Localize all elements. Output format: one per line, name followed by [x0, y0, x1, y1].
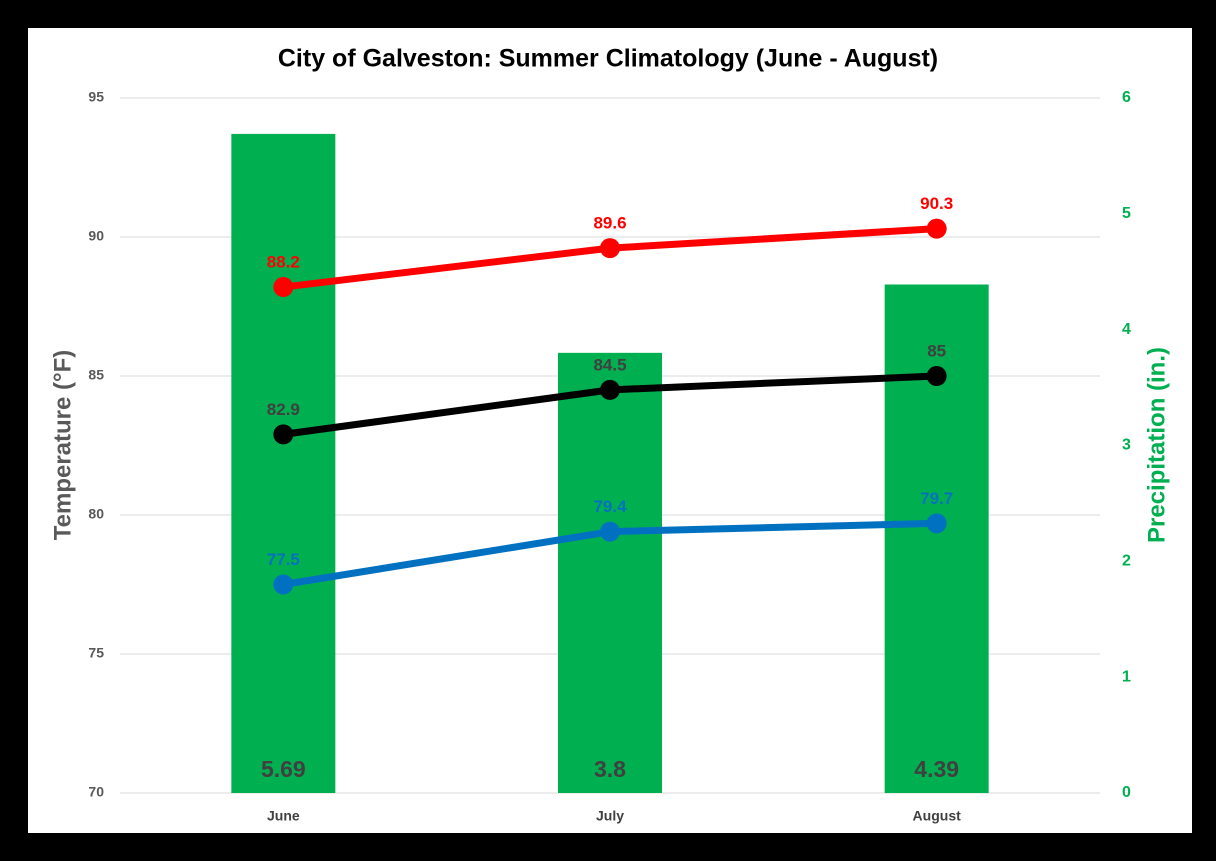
line-marker: [600, 521, 620, 542]
y-tick-label: 90: [88, 228, 104, 244]
line-value-label: 79.4: [593, 497, 627, 516]
bar-value-label: 3.8: [594, 756, 626, 782]
bar-value-label: 5.69: [261, 756, 306, 782]
x-tick-label: August: [913, 808, 962, 824]
y-tick-label: 80: [88, 506, 104, 522]
y2-tick-label: 5: [1122, 205, 1131, 222]
line-marker: [273, 424, 294, 445]
bar-value-label: 4.39: [914, 756, 959, 782]
y2-tick-label: 2: [1122, 553, 1131, 570]
y2-tick-label: 3: [1122, 437, 1131, 454]
line-marker: [926, 513, 947, 534]
y2-axis-label: Precipitation (in.): [1143, 347, 1170, 543]
line-marker: [273, 277, 294, 298]
bar: [231, 133, 336, 794]
line-value-label: 84.5: [593, 355, 626, 374]
line-marker: [600, 379, 620, 400]
bar: [884, 284, 989, 793]
y2-tick-label: 4: [1122, 321, 1131, 338]
x-tick-label: June: [267, 808, 300, 824]
y-tick-label: 70: [88, 784, 104, 800]
line-value-label: 77.5: [267, 550, 300, 569]
y2-tick-label: 6: [1122, 89, 1131, 106]
y-tick-label: 75: [88, 645, 104, 661]
y2-tick-label: 0: [1122, 784, 1131, 801]
line-value-label: 85: [927, 341, 946, 360]
line-marker: [926, 218, 947, 239]
chart-title: City of Galveston: Summer Climatology (J…: [278, 45, 938, 73]
y2-tick-label: 1: [1122, 668, 1131, 685]
y-tick-label: 85: [88, 367, 104, 383]
line-marker: [600, 238, 620, 259]
line-value-label: 88.2: [267, 253, 300, 272]
line-value-label: 79.7: [920, 489, 953, 508]
line-marker: [273, 574, 294, 595]
y-axis-label: Temperature (°F): [49, 350, 76, 541]
x-tick-label: July: [596, 808, 624, 824]
line-value-label: 90.3: [920, 194, 953, 213]
line-value-label: 89.6: [593, 214, 626, 233]
y-tick-label: 95: [88, 89, 104, 105]
line-marker: [926, 366, 947, 386]
bar: [558, 352, 662, 793]
line-value-label: 82.9: [267, 400, 300, 419]
